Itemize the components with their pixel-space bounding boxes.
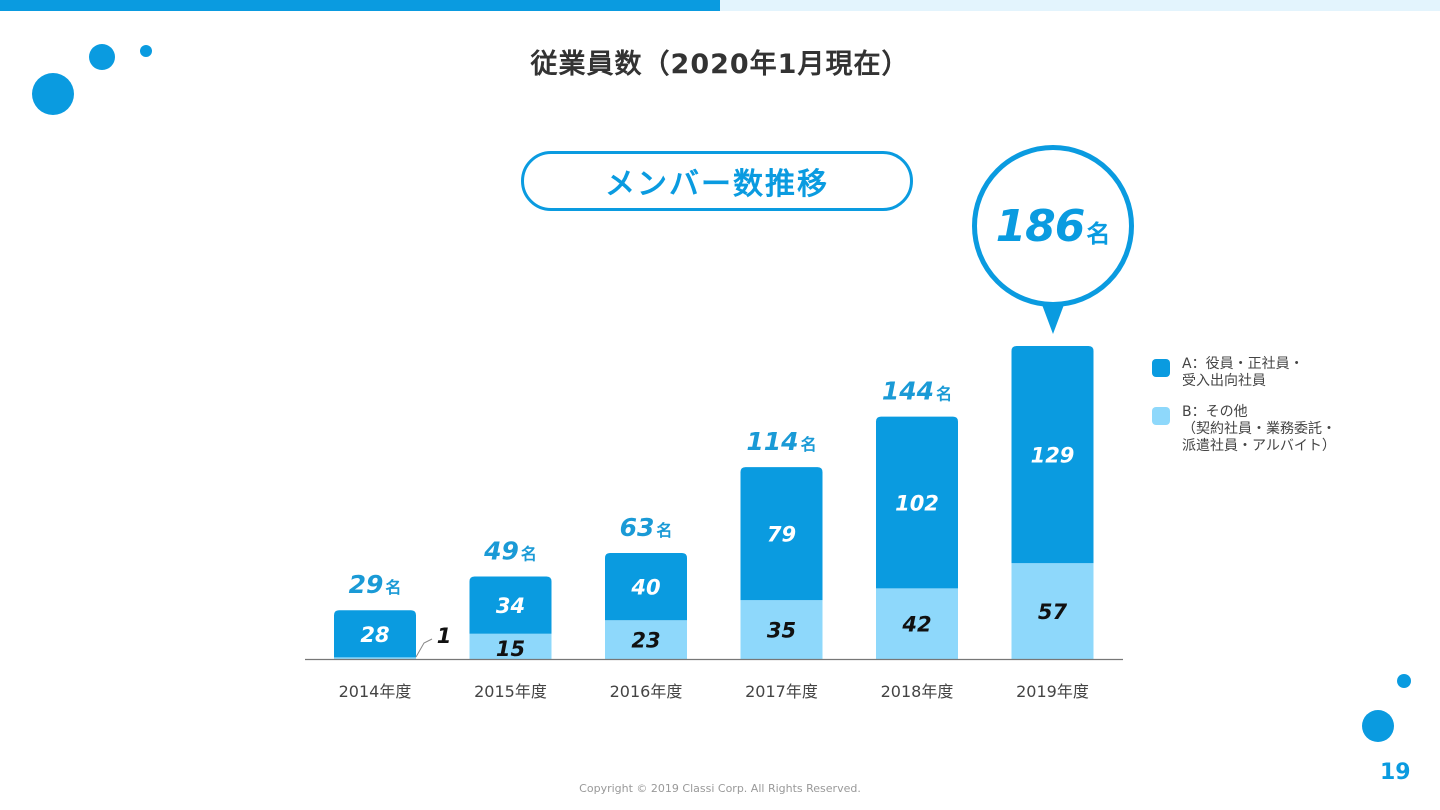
bar-b-label-3: 35 [767, 619, 796, 643]
section-label: メンバー数推移 [521, 151, 913, 211]
legend-a-line-1: A：役員・正社員・ [1182, 356, 1304, 372]
bar-a-3 [740, 467, 823, 601]
bar-a-1 [469, 576, 552, 634]
x-tick-label-5: 2019年度 [1016, 682, 1089, 701]
legend-swatch-a [1152, 359, 1170, 377]
bar-total-label-4: 144 名 [882, 377, 952, 406]
bar-a-label-3: 79 [767, 523, 796, 547]
bar-total-label-0: 29 名 [349, 570, 402, 599]
bar-b-0 [334, 657, 416, 659]
total-highlight-bubble: 186 名 [972, 145, 1134, 307]
bar-a-label-2: 40 [630, 576, 660, 600]
bar-b-1 [469, 633, 552, 659]
top-accent-bar [0, 0, 720, 11]
bar-total-label-2: 63 名 [620, 513, 673, 542]
bar-a-0 [334, 610, 416, 658]
legend-b-line-3: 派遣社員・アルバイト） [1182, 438, 1336, 454]
bar-b-label-1: 15 [496, 637, 525, 661]
legend-item-a: A：役員・正社員・ 受入出向社員 [1152, 356, 1392, 390]
decor-dot-small [140, 45, 152, 57]
decor-dot-bottom-large [1362, 710, 1394, 742]
decor-dot-bottom-small [1397, 674, 1411, 688]
bar-a-2 [605, 552, 687, 621]
page-title: 従業員数（2020年1月現在） [530, 49, 910, 80]
legend-b-line-1: B：その他 [1182, 404, 1248, 420]
bar-b-5 [1011, 563, 1094, 659]
x-tick-label-2: 2016年度 [610, 682, 683, 701]
x-tick-label-0: 2014年度 [339, 682, 412, 701]
bar-b-4 [876, 588, 958, 659]
copyright-text: Copyright © 2019 Classi Corp. All Rights… [579, 782, 861, 795]
bar-b-label-4: 42 [901, 613, 931, 637]
bar-a-label-5: 129 [1031, 444, 1075, 468]
page-number: 19 [1380, 760, 1411, 785]
x-tick-label-4: 2018年度 [881, 682, 954, 701]
decor-dot-medium [89, 44, 115, 70]
bar-a-label-4: 102 [895, 492, 939, 516]
bar-a-4 [876, 416, 958, 589]
bar-b-leader-0 [415, 638, 433, 658]
bubble-pointer [1041, 302, 1065, 334]
bar-total-label-3: 114 名 [746, 427, 816, 456]
legend-b-line-2: （契約社員・業務委託・ [1182, 421, 1336, 437]
bar-b-3 [740, 600, 823, 659]
decor-dot-large [32, 73, 74, 115]
bar-b-label-2: 23 [631, 629, 660, 653]
x-tick-label-3: 2017年度 [745, 682, 818, 701]
bar-a-label-1: 34 [496, 594, 525, 618]
legend-swatch-b [1152, 407, 1170, 425]
bar-total-label-1: 49 名 [483, 537, 537, 566]
legend-item-b: B：その他 （契約社員・業務委託・ 派遣社員・アルバイト） [1152, 404, 1392, 455]
x-tick-label-1: 2015年度 [474, 682, 547, 701]
bar-b-2 [605, 620, 687, 659]
bar-a-5 [1011, 346, 1094, 564]
chart-legend: A：役員・正社員・ 受入出向社員 B：その他 （契約社員・業務委託・ 派遣社員・… [1152, 356, 1392, 469]
bar-b-label-0: 1 [437, 624, 452, 648]
highlight-value: 186 [995, 200, 1086, 252]
highlight-unit: 名 [1086, 219, 1111, 248]
bar-a-label-0: 28 [360, 623, 389, 647]
bar-b-label-5: 57 [1038, 600, 1068, 624]
legend-a-line-2: 受入出向社員 [1182, 373, 1266, 389]
top-light-bar [720, 0, 1440, 11]
